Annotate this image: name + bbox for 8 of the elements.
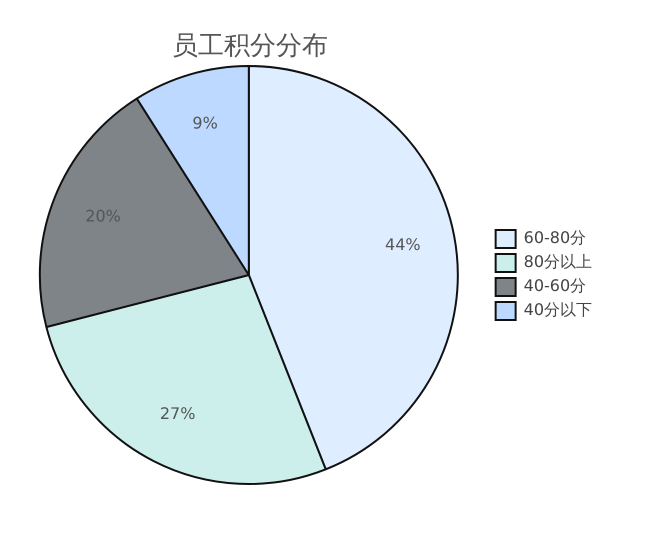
legend-label: 80分以上	[524, 252, 592, 272]
data-label: 44%	[385, 234, 421, 254]
data-label: 27%	[160, 404, 196, 423]
legend-label: 40-60分	[524, 276, 586, 296]
legend-label: 60-80分	[524, 228, 586, 248]
legend-label: 40分以下	[524, 300, 592, 320]
data-label: 9%	[192, 114, 218, 133]
chart-title: 员工积分分布	[171, 30, 329, 63]
